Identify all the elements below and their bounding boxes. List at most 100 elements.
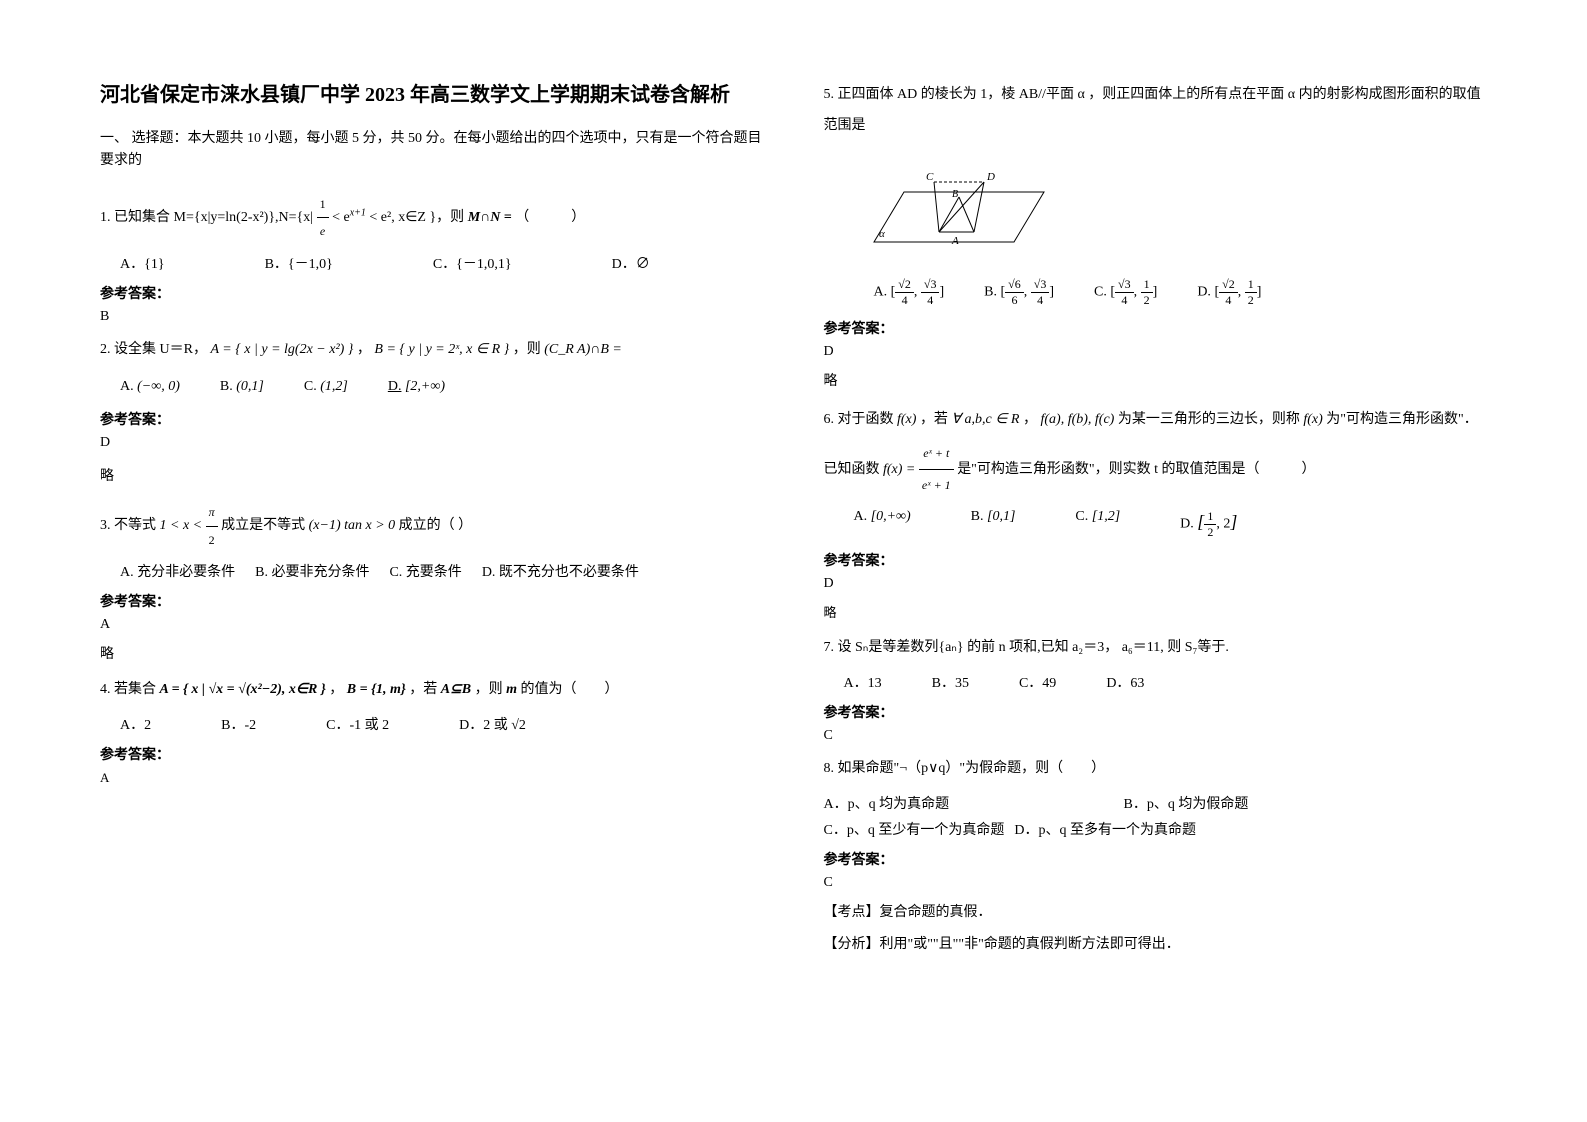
q7-opt-d: D．63 xyxy=(1106,672,1144,692)
q8-note1: 【考点】复合命题的真假． xyxy=(824,901,1488,921)
q7-answer-label: 参考答案： xyxy=(824,702,1488,722)
question-2: 2. 设全集 U＝R， A = { x | y = lg(2x − x²) } … xyxy=(100,335,764,366)
q1-answer-label: 参考答案： xyxy=(100,283,764,303)
q2-opt-b-val: (0,1] xyxy=(236,379,264,394)
q5-answer: D xyxy=(824,344,1488,360)
question-7: 7. 设 Sₙ是等差数列{aₙ} 的前 n 项和,已知 a₂＝3， a₆＝11,… xyxy=(824,633,1488,664)
q6-opt-a-label: A. xyxy=(854,509,868,524)
q4-options: A．2 B．-2 C．-1 或 2 D．2 或 √2 xyxy=(120,714,764,734)
q8-answer-label: 参考答案： xyxy=(824,849,1488,869)
q6-stem-post: 是"可构造三角形函数"，则实数 t 的取值范围是（ ） xyxy=(957,462,1315,477)
q1-stem-pre: 1. 已知集合 M={x|y=ln(2-x²)},N={x| xyxy=(100,210,313,225)
q2-set-b: B = { y | y = 2ˣ, x ∈ R } xyxy=(374,342,509,357)
left-column: 河北省保定市涞水县镇厂中学 2023 年高三数学文上学期期末试卷含解析 一、 选… xyxy=(100,80,764,1082)
q3-ineq: (x−1) tan x > 0 xyxy=(309,518,396,533)
right-column: 5. 正四面体 AD 的棱长为 1，棱 AB//平面 α ，则正四面体上的所有点… xyxy=(824,80,1488,1082)
q3-opt-c: C. 充要条件 xyxy=(389,561,461,581)
svg-text:B: B xyxy=(952,189,958,200)
q6-stem-pre: 6. 对于函数 xyxy=(824,412,894,427)
q6-f2: f(a), f(b), f(c) xyxy=(1040,412,1114,427)
svg-text:C: C xyxy=(926,171,934,183)
q5-opt-d-label: D. xyxy=(1197,284,1211,299)
q4-opt-a: A．2 xyxy=(120,714,151,734)
svg-text:D: D xyxy=(986,171,995,183)
q4-opt-b: B．-2 xyxy=(221,714,256,734)
q1-stem-mid: < e xyxy=(332,210,350,225)
q2-opt-a-val: (−∞, 0) xyxy=(137,379,180,394)
q6-opt-d-label: D. xyxy=(1180,517,1194,532)
paper-title: 河北省保定市涞水县镇厂中学 2023 年高三数学文上学期期末试卷含解析 xyxy=(100,80,764,110)
svg-text:α: α xyxy=(879,228,885,240)
svg-text:A: A xyxy=(951,235,959,247)
q6-stem-mid1: ，若 xyxy=(920,412,948,427)
q4-set-b: B = {1, m} xyxy=(347,682,406,697)
q3-stem-mid: 成立是不等式 xyxy=(221,518,305,533)
q4-stem-pre: 4. 若集合 xyxy=(100,682,156,697)
q2-opt-c-val: (1,2] xyxy=(320,379,348,394)
q4-set-a: A = { x | √x = √(x²−2), x∈R } xyxy=(160,682,326,697)
q2-opt-d-val: [2,+∞) xyxy=(405,379,445,394)
q2-comma1: ， xyxy=(357,342,371,357)
question-5: 5. 正四面体 AD 的棱长为 1，棱 AB//平面 α ，则正四面体上的所有点… xyxy=(824,80,1488,142)
q1-opt-a: A．{1} xyxy=(120,253,165,273)
q4-opt-d: D．2 或 √2 xyxy=(459,714,526,734)
q1-answer: B xyxy=(100,309,764,325)
q1-stem-end: （ ） xyxy=(515,210,585,225)
q6-func: f(x) = xyxy=(883,462,919,477)
q1-formula: M∩N = xyxy=(468,210,516,225)
q4-answer-label: 参考答案： xyxy=(100,744,764,764)
question-8: 8. 如果命题"¬（p∨q）"为假命题，则（ ） xyxy=(824,754,1488,785)
q3-options: A. 充分非必要条件 B. 必要非充分条件 C. 充要条件 D. 既不充分也不必… xyxy=(120,561,764,581)
q2-stem-post: ，则 xyxy=(513,342,541,357)
q5-brief: 略 xyxy=(824,370,1488,390)
q2-options: A. (−∞, 0) B. (0,1] C. (1,2] D. [2,+∞) xyxy=(120,379,764,395)
q3-answer-label: 参考答案： xyxy=(100,591,764,611)
q3-answer: A xyxy=(100,617,764,633)
q8-opt-d: D．p、q 至多有一个为真命题 xyxy=(1014,819,1196,839)
q7-options: A．13 B．35 C．49 D．63 xyxy=(844,672,1488,692)
q3-opt-a: A. 充分非必要条件 xyxy=(120,561,235,581)
q7-answer: C xyxy=(824,728,1488,744)
q6-answer-label: 参考答案： xyxy=(824,550,1488,570)
q8-opt-b: B．p、q 均为假命题 xyxy=(1124,793,1249,813)
q6-opt-a-val: [0,+∞) xyxy=(871,509,911,524)
q6-stem-mid3: 为某一三角形的三边长，则称 xyxy=(1118,412,1300,427)
q2-opt-b-label: B. xyxy=(220,379,233,394)
q5-options: A. [√24, √34] B. [√66, √34] C. [√34, 12]… xyxy=(874,277,1488,308)
q7-opt-c: C．49 xyxy=(1019,672,1056,692)
q3-opt-b: B. 必要非充分条件 xyxy=(255,561,369,581)
q3-stem-post: 成立的（ ） xyxy=(399,518,473,533)
q4-opt-c: C．-1 或 2 xyxy=(326,714,389,734)
q8-opt-a: A．p、q 均为真命题 xyxy=(824,793,1044,813)
q4-stem-mid: ，若 xyxy=(409,682,437,697)
q3-opt-d: D. 既不充分也不必要条件 xyxy=(482,561,639,581)
q3-cond: 1 < x < xyxy=(160,518,206,533)
q4-answer: A xyxy=(100,770,764,786)
q8-note2: 【分析】利用"或""且""非"命题的真假判断方法即可得出． xyxy=(824,933,1488,953)
q5-opt-a-label: A. xyxy=(874,284,888,299)
q4-stem-post: 的值为（ ） xyxy=(521,682,619,697)
q2-opt-d-label: D. xyxy=(388,379,402,394)
q8-answer: C xyxy=(824,875,1488,891)
question-6: 6. 对于函数 f(x) ，若 ∀ a,b,c ∈ R ， f(a), f(b)… xyxy=(824,402,1488,502)
q4-cond: A⊆B xyxy=(441,682,475,697)
q6-cond: ∀ a,b,c ∈ R xyxy=(951,412,1019,427)
q4-stem-mid2: ，则 xyxy=(475,682,503,697)
q4-var: m xyxy=(506,682,520,697)
q6-options: A. [0,+∞) B. [0,1] C. [1,2] D. [12, 2] xyxy=(854,509,1488,540)
q8-options: A．p、q 均为真命题 B．p、q 均为假命题 C．p、q 至少有一个为真命题 … xyxy=(824,793,1488,839)
q3-brief: 略 xyxy=(100,643,764,663)
q2-formula: (C_R A)∩B = xyxy=(544,342,622,357)
q6-f3: f(x) xyxy=(1303,412,1326,427)
q6-answer: D xyxy=(824,576,1488,592)
q2-answer-label: 参考答案： xyxy=(100,409,764,429)
q7-opt-b: B．35 xyxy=(932,672,969,692)
q6-opt-b-label: B. xyxy=(971,509,984,524)
q6-opt-c-val: [1,2] xyxy=(1092,509,1120,524)
q1-opt-b: B．{－1,0} xyxy=(265,253,333,273)
question-4: 4. 若集合 A = { x | √x = √(x²−2), x∈R } ， B… xyxy=(100,675,764,706)
q6-stem-mid2: ， xyxy=(1023,412,1037,427)
q5-diagram: α A B C D xyxy=(864,152,1488,257)
q1-options: A．{1} B．{－1,0} C．{－1,0,1} D．∅ xyxy=(120,253,764,273)
q1-opt-c: C．{－1,0,1} xyxy=(433,253,512,273)
